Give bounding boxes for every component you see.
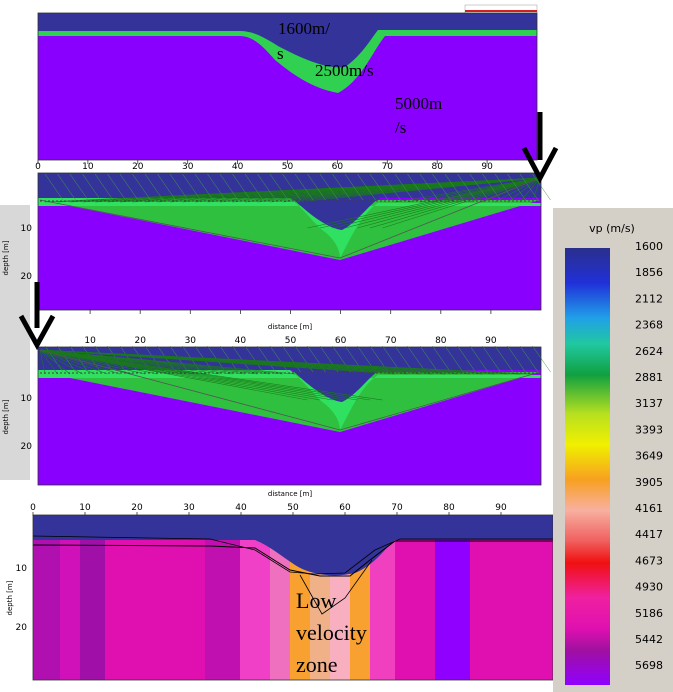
panel-2 [38, 346, 551, 485]
colorbar-label: 3905 [635, 476, 663, 489]
annotation: /s [395, 118, 406, 137]
x-tick-label: 80 [435, 336, 447, 346]
y-tick-label: 10 [21, 394, 33, 404]
colorbar-label: 4417 [635, 528, 663, 541]
x-tick-label: 30 [183, 503, 195, 513]
x-tick-label: 70 [391, 503, 403, 513]
x-tick-label: 90 [495, 503, 507, 513]
colorbar-label: 4673 [635, 554, 663, 567]
x-tick-label: 60 [335, 336, 347, 346]
colorbar-label: 1856 [635, 266, 663, 279]
panel-1 [38, 173, 551, 310]
x-tick-label: 50 [285, 336, 297, 346]
x-tick-label: 90 [485, 336, 497, 346]
annotation: 5000m [395, 94, 442, 113]
colorbar-gradient [565, 248, 610, 685]
y-tick-label: 20 [16, 623, 28, 633]
annotation: Low [296, 588, 336, 613]
y-axis-label: depth [m] [2, 240, 10, 275]
x-tick-label: 60 [339, 503, 351, 513]
x-axis-label: distance [m] [268, 490, 312, 498]
y-axis-label: depth [m] [6, 580, 14, 615]
x-axis-label: distance [m] [268, 323, 312, 331]
colorbar-title: vp (m/s) [589, 222, 635, 235]
colorbar-label: 2624 [635, 345, 663, 358]
x-tick-label: 30 [185, 336, 197, 346]
annotation: s [277, 44, 284, 63]
x-tick-label: 20 [131, 503, 143, 513]
annotation: 1600m/ [278, 19, 330, 38]
colorbar-label: 2112 [635, 292, 663, 305]
y-axis-label: depth [m] [2, 399, 10, 434]
annotation: velocity [296, 620, 367, 645]
colorbar-label: 3393 [635, 423, 663, 436]
annotation: zone [296, 652, 338, 677]
colorbar-label: 5186 [635, 607, 663, 620]
colorbar-label: 5442 [635, 633, 663, 646]
x-tick-label: 80 [443, 503, 455, 513]
y-tick-label: 20 [21, 442, 33, 452]
x-tick-label: 70 [385, 336, 397, 346]
colorbar-label: 3137 [635, 397, 663, 410]
x-tick-label: 40 [235, 336, 247, 346]
y-tick-label: 10 [16, 564, 28, 574]
colorbar-label: 2368 [635, 319, 663, 332]
colorbar-label: 2881 [635, 371, 663, 384]
x-tick-label: 10 [84, 336, 96, 346]
annotation: 2500m/s [315, 61, 374, 80]
x-tick-label: 40 [235, 503, 247, 513]
x-tick-label: 10 [79, 503, 91, 513]
x-tick-label: 20 [134, 336, 146, 346]
x-tick-label: 50 [287, 503, 299, 513]
colorbar-label: 5698 [635, 659, 663, 672]
colorbar-label: 1600 [635, 240, 663, 253]
colorbar-label: 4930 [635, 581, 663, 594]
x-tick-label: 0 [30, 503, 36, 513]
colorbar-label: 4161 [635, 502, 663, 515]
figure: vp (m/s) 0 10 20 30 40 50 60 70 80 90 1600m/s 2500m… [0, 0, 673, 692]
colorbar-label: 3649 [635, 450, 663, 463]
y-tick-label: 10 [21, 224, 33, 234]
y-tick-label: 20 [21, 272, 33, 282]
panel-3 [33, 515, 553, 680]
